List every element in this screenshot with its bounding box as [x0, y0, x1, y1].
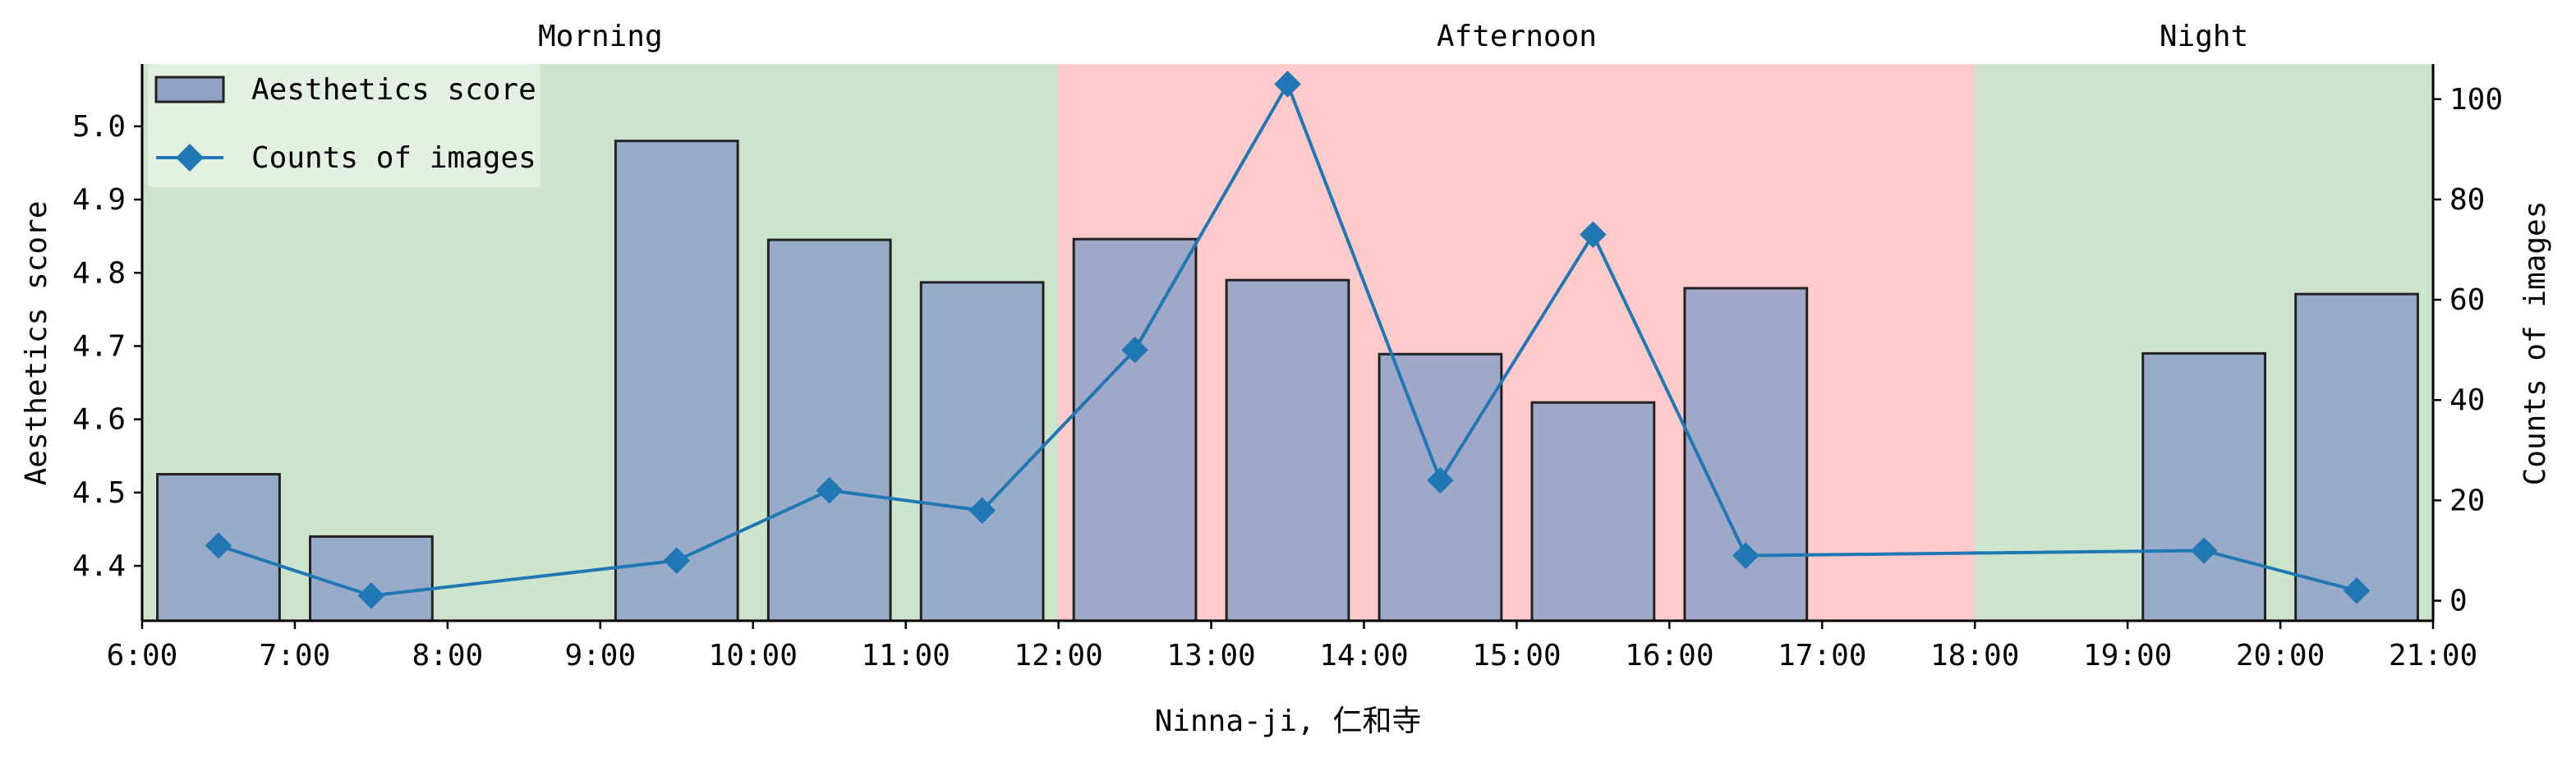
y-axis-title-left: Aesthetics score [20, 201, 53, 486]
bar-11 [2294, 292, 2419, 622]
period-label-2: Night [2160, 20, 2248, 53]
x-tick-label-4: 10:00 [709, 639, 798, 672]
y-right-tick-label-1: 20 [2450, 484, 2485, 517]
x-tick-label-12: 18:00 [1930, 639, 2019, 672]
bar-9 [1683, 287, 1809, 622]
y-right-tick-label-2: 40 [2450, 383, 2485, 417]
y-right-tick-label-0: 0 [2450, 585, 2468, 618]
period-label-0: Morning [538, 20, 663, 53]
period-bands [142, 64, 2433, 621]
x-tick-label-14: 20:00 [2236, 639, 2325, 672]
x-tick-label-3: 9:00 [564, 639, 636, 672]
y-left-tick-label-6: 5.0 [72, 110, 126, 144]
x-tick-label-9: 15:00 [1472, 639, 1561, 672]
count-marker-3 [816, 476, 843, 504]
y-left-tick-label-4: 4.8 [72, 256, 126, 290]
legend-background [148, 64, 540, 187]
period-band-1 [1058, 64, 1976, 621]
bar-6 [1225, 278, 1350, 622]
count-marker-2 [663, 547, 691, 574]
x-tick-label-2: 8:00 [412, 639, 484, 672]
bar-8 [1530, 401, 1656, 622]
period-label-1: Afternoon [1437, 20, 1597, 53]
x-tick-label-7: 13:00 [1166, 639, 1255, 672]
legend-swatch-bars [154, 76, 225, 103]
legend-label-bars: Aesthetics score [251, 73, 536, 107]
y-left-tick-label-5: 4.9 [72, 183, 126, 217]
count-marker-5 [1121, 336, 1148, 364]
y-axis-title-right: Counts of images [2518, 201, 2552, 486]
y-left-tick-label-3: 4.7 [72, 329, 126, 363]
x-tick-label-8: 14:00 [1319, 639, 1408, 672]
count-marker-8 [1580, 221, 1607, 248]
y-right-tick-label-4: 80 [2450, 183, 2485, 217]
period-band-0 [142, 64, 1059, 621]
y-left-tick-label-2: 4.6 [72, 403, 126, 437]
bar-5 [1072, 237, 1198, 622]
bar-0 [156, 473, 281, 622]
x-tick-label-11: 17:00 [1778, 639, 1866, 672]
x-tick-label-13: 19:00 [2083, 639, 2172, 672]
period-labels: Morning Afternoon Night [538, 20, 2248, 53]
legend-label-line: Counts of images [251, 141, 536, 175]
x-tick-label-15: 21:00 [2389, 639, 2477, 672]
y-left-tick-label-1: 4.5 [72, 476, 126, 510]
y-left-tick-label-0: 4.4 [72, 549, 126, 583]
count-marker-6 [1274, 71, 1301, 98]
count-line [218, 80, 2358, 598]
legend: Aesthetics score Counts of images [148, 64, 540, 187]
x-axis-title: Ninna-ji, 仁和寺 [1155, 705, 1422, 738]
count-marker-0 [205, 532, 232, 559]
x-tick-label-1: 7:00 [260, 639, 331, 672]
y-right-tick-label-3: 60 [2450, 283, 2485, 317]
line-series [205, 71, 2371, 609]
x-tick-label-6: 12:00 [1014, 639, 1102, 672]
y-right-tick-label-5: 100 [2450, 83, 2503, 117]
count-marker-1 [357, 582, 385, 609]
bar-10 [2141, 351, 2266, 622]
x-tick-label-0: 6:00 [107, 639, 178, 672]
count-marker-7 [1427, 466, 1454, 494]
count-marker-4 [968, 497, 996, 524]
x-tick-label-5: 11:00 [861, 639, 950, 672]
x-tick-label-10: 16:00 [1625, 639, 1714, 672]
legend-swatch-marker [176, 144, 204, 172]
bar-3 [766, 238, 892, 622]
axes: 6:00 7:00 8:00 9:00 10:00 11:00 12:00 13:00 14:0… [72, 64, 2503, 672]
bar-4 [919, 281, 1045, 622]
